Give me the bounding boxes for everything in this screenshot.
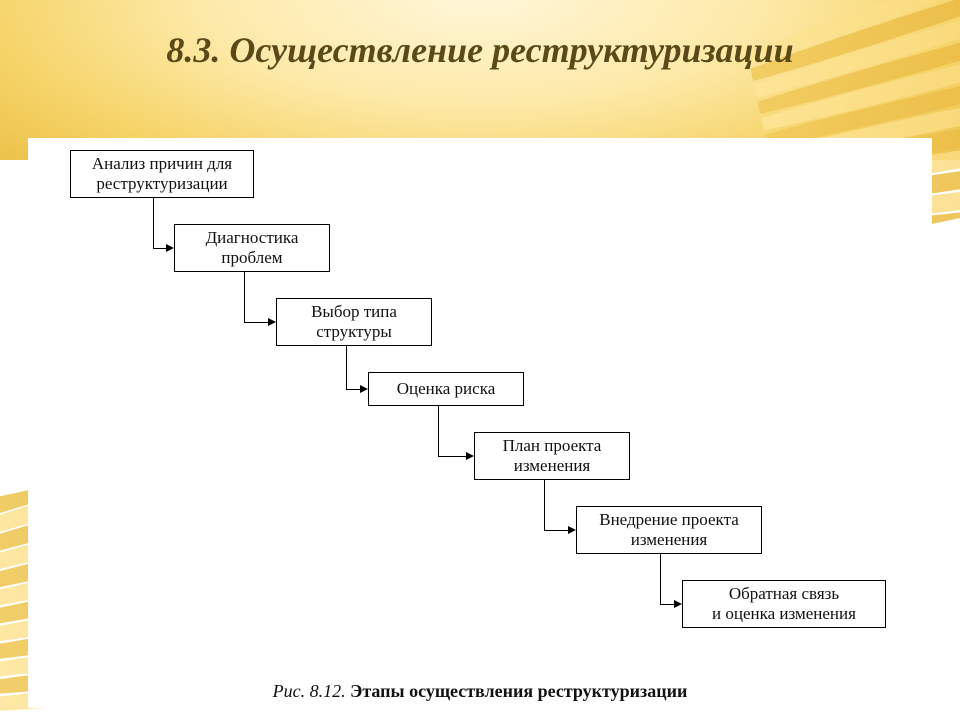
diagram-panel: Анализ причин для реструктуризации Диагно…	[28, 138, 932, 708]
flow-edge-4-v	[438, 406, 439, 456]
flow-edge-3-arrow	[360, 385, 368, 393]
flow-node-2: Диагностика проблем	[174, 224, 330, 272]
slide-title: 8.3. Осуществление реструктуризации	[0, 28, 960, 73]
flow-node-6: Внедрение проекта изменения	[576, 506, 762, 554]
flow-edge-2-v	[244, 272, 245, 322]
figure-number: Рис. 8.12.	[273, 681, 346, 701]
flow-edge-1-arrow	[166, 244, 174, 252]
flow-edge-6-arrow	[674, 600, 682, 608]
flow-edge-1-v	[153, 198, 154, 248]
flow-edge-3-h	[346, 389, 360, 390]
flow-edge-5-v	[544, 480, 545, 530]
flow-edge-6-v	[660, 554, 661, 604]
flow-edge-6-h	[660, 604, 674, 605]
flow-node-7: Обратная связь и оценка изменения	[682, 580, 886, 628]
flow-edge-4-h	[438, 456, 466, 457]
flow-edge-4-arrow	[466, 452, 474, 460]
flow-edge-1-h	[153, 248, 166, 249]
flow-node-4: Оценка риска	[368, 372, 524, 406]
flow-edge-3-v	[346, 346, 347, 389]
flow-node-5: План проекта изменения	[474, 432, 630, 480]
flow-edge-2-h	[244, 322, 268, 323]
flow-node-3: Выбор типа структуры	[276, 298, 432, 346]
figure-title: Этапы осуществления реструктуризации	[350, 681, 687, 701]
figure-caption: Рис. 8.12. Этапы осуществления реструкту…	[28, 681, 932, 702]
flow-node-1: Анализ причин для реструктуризации	[70, 150, 254, 198]
flowchart: Анализ причин для реструктуризации Диагно…	[28, 138, 932, 708]
flow-edge-5-arrow	[568, 526, 576, 534]
flow-edge-2-arrow	[268, 318, 276, 326]
flow-edge-5-h	[544, 530, 568, 531]
